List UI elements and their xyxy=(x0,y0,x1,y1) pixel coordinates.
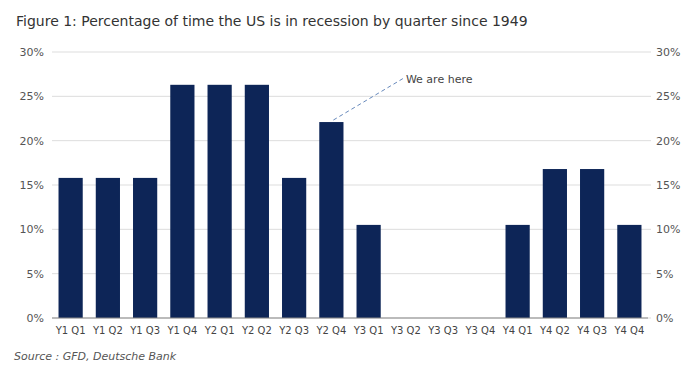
grid-line xyxy=(52,96,648,97)
bar xyxy=(59,178,83,318)
x-tick-label: Y2 Q1 xyxy=(204,325,235,336)
y2-tick xyxy=(648,273,651,274)
grid-line xyxy=(52,140,648,141)
bar xyxy=(580,169,604,318)
y-tick-label: 20% xyxy=(20,135,44,148)
x-tick-label: Y3 Q4 xyxy=(464,325,495,336)
y2-tick-label: 10% xyxy=(656,223,680,236)
bar xyxy=(170,85,194,318)
bars xyxy=(59,85,642,318)
bar xyxy=(319,122,343,318)
y-tick-label: 15% xyxy=(20,179,44,192)
x-axis-line xyxy=(52,318,648,319)
bar xyxy=(543,169,567,318)
annotation-line xyxy=(333,79,403,120)
bar xyxy=(506,225,530,318)
chart-container: Figure 1: Percentage of time the US is i… xyxy=(0,0,700,370)
y2-tick-label: 5% xyxy=(656,268,673,281)
chart-title: Figure 1: Percentage of time the US is i… xyxy=(16,13,528,29)
bar xyxy=(282,178,306,318)
y2-tick-label: 15% xyxy=(656,179,680,192)
bar xyxy=(245,85,269,318)
grid-line xyxy=(52,52,648,53)
x-tick-label: Y2 Q4 xyxy=(315,325,346,336)
x-tick-label: Y1 Q3 xyxy=(129,325,160,336)
bar xyxy=(133,178,157,318)
x-tick-label: Y1 Q1 xyxy=(55,325,86,336)
x-tick-label: Y1 Q2 xyxy=(92,325,123,336)
x-tick-label: Y3 Q3 xyxy=(427,325,458,336)
x-tick-label: Y3 Q2 xyxy=(390,325,421,336)
x-tick-label: Y1 Q4 xyxy=(166,325,197,336)
grid xyxy=(52,52,648,318)
bar xyxy=(96,178,120,318)
x-tick-label: Y4 Q1 xyxy=(502,325,533,336)
chart-svg: Figure 1: Percentage of time the US is i… xyxy=(0,0,700,370)
y-tick-label: 0% xyxy=(27,312,44,325)
x-tick-label: Y4 Q2 xyxy=(539,325,570,336)
bar xyxy=(617,225,641,318)
y2-tick-label: 20% xyxy=(656,135,680,148)
y2-tick-label: 30% xyxy=(656,46,680,59)
source-text: Source : GFD, Deutsche Bank xyxy=(14,350,177,363)
x-tick-label: Y4 Q4 xyxy=(613,325,644,336)
y-tick-label: 5% xyxy=(27,268,44,281)
x-tick-label: Y2 Q3 xyxy=(278,325,309,336)
y2-tick xyxy=(648,185,651,186)
annotation-text: We are here xyxy=(406,73,473,86)
y2-tick xyxy=(648,140,651,141)
y2-tick-label: 25% xyxy=(656,90,680,103)
x-tick-label: Y2 Q2 xyxy=(241,325,272,336)
y2-tick-label: 0% xyxy=(656,312,673,325)
y-tick-label: 25% xyxy=(20,90,44,103)
y2-tick xyxy=(648,229,651,230)
bar xyxy=(357,225,381,318)
x-tick-label: Y3 Q1 xyxy=(353,325,384,336)
y2-tick xyxy=(648,318,651,319)
grid-line xyxy=(52,318,648,319)
y-tick-label: 10% xyxy=(20,223,44,236)
x-tick-label: Y4 Q3 xyxy=(576,325,607,336)
bar xyxy=(208,85,232,318)
y2-tick xyxy=(648,96,651,97)
y2-tick xyxy=(648,52,651,53)
y-tick-label: 30% xyxy=(20,46,44,59)
